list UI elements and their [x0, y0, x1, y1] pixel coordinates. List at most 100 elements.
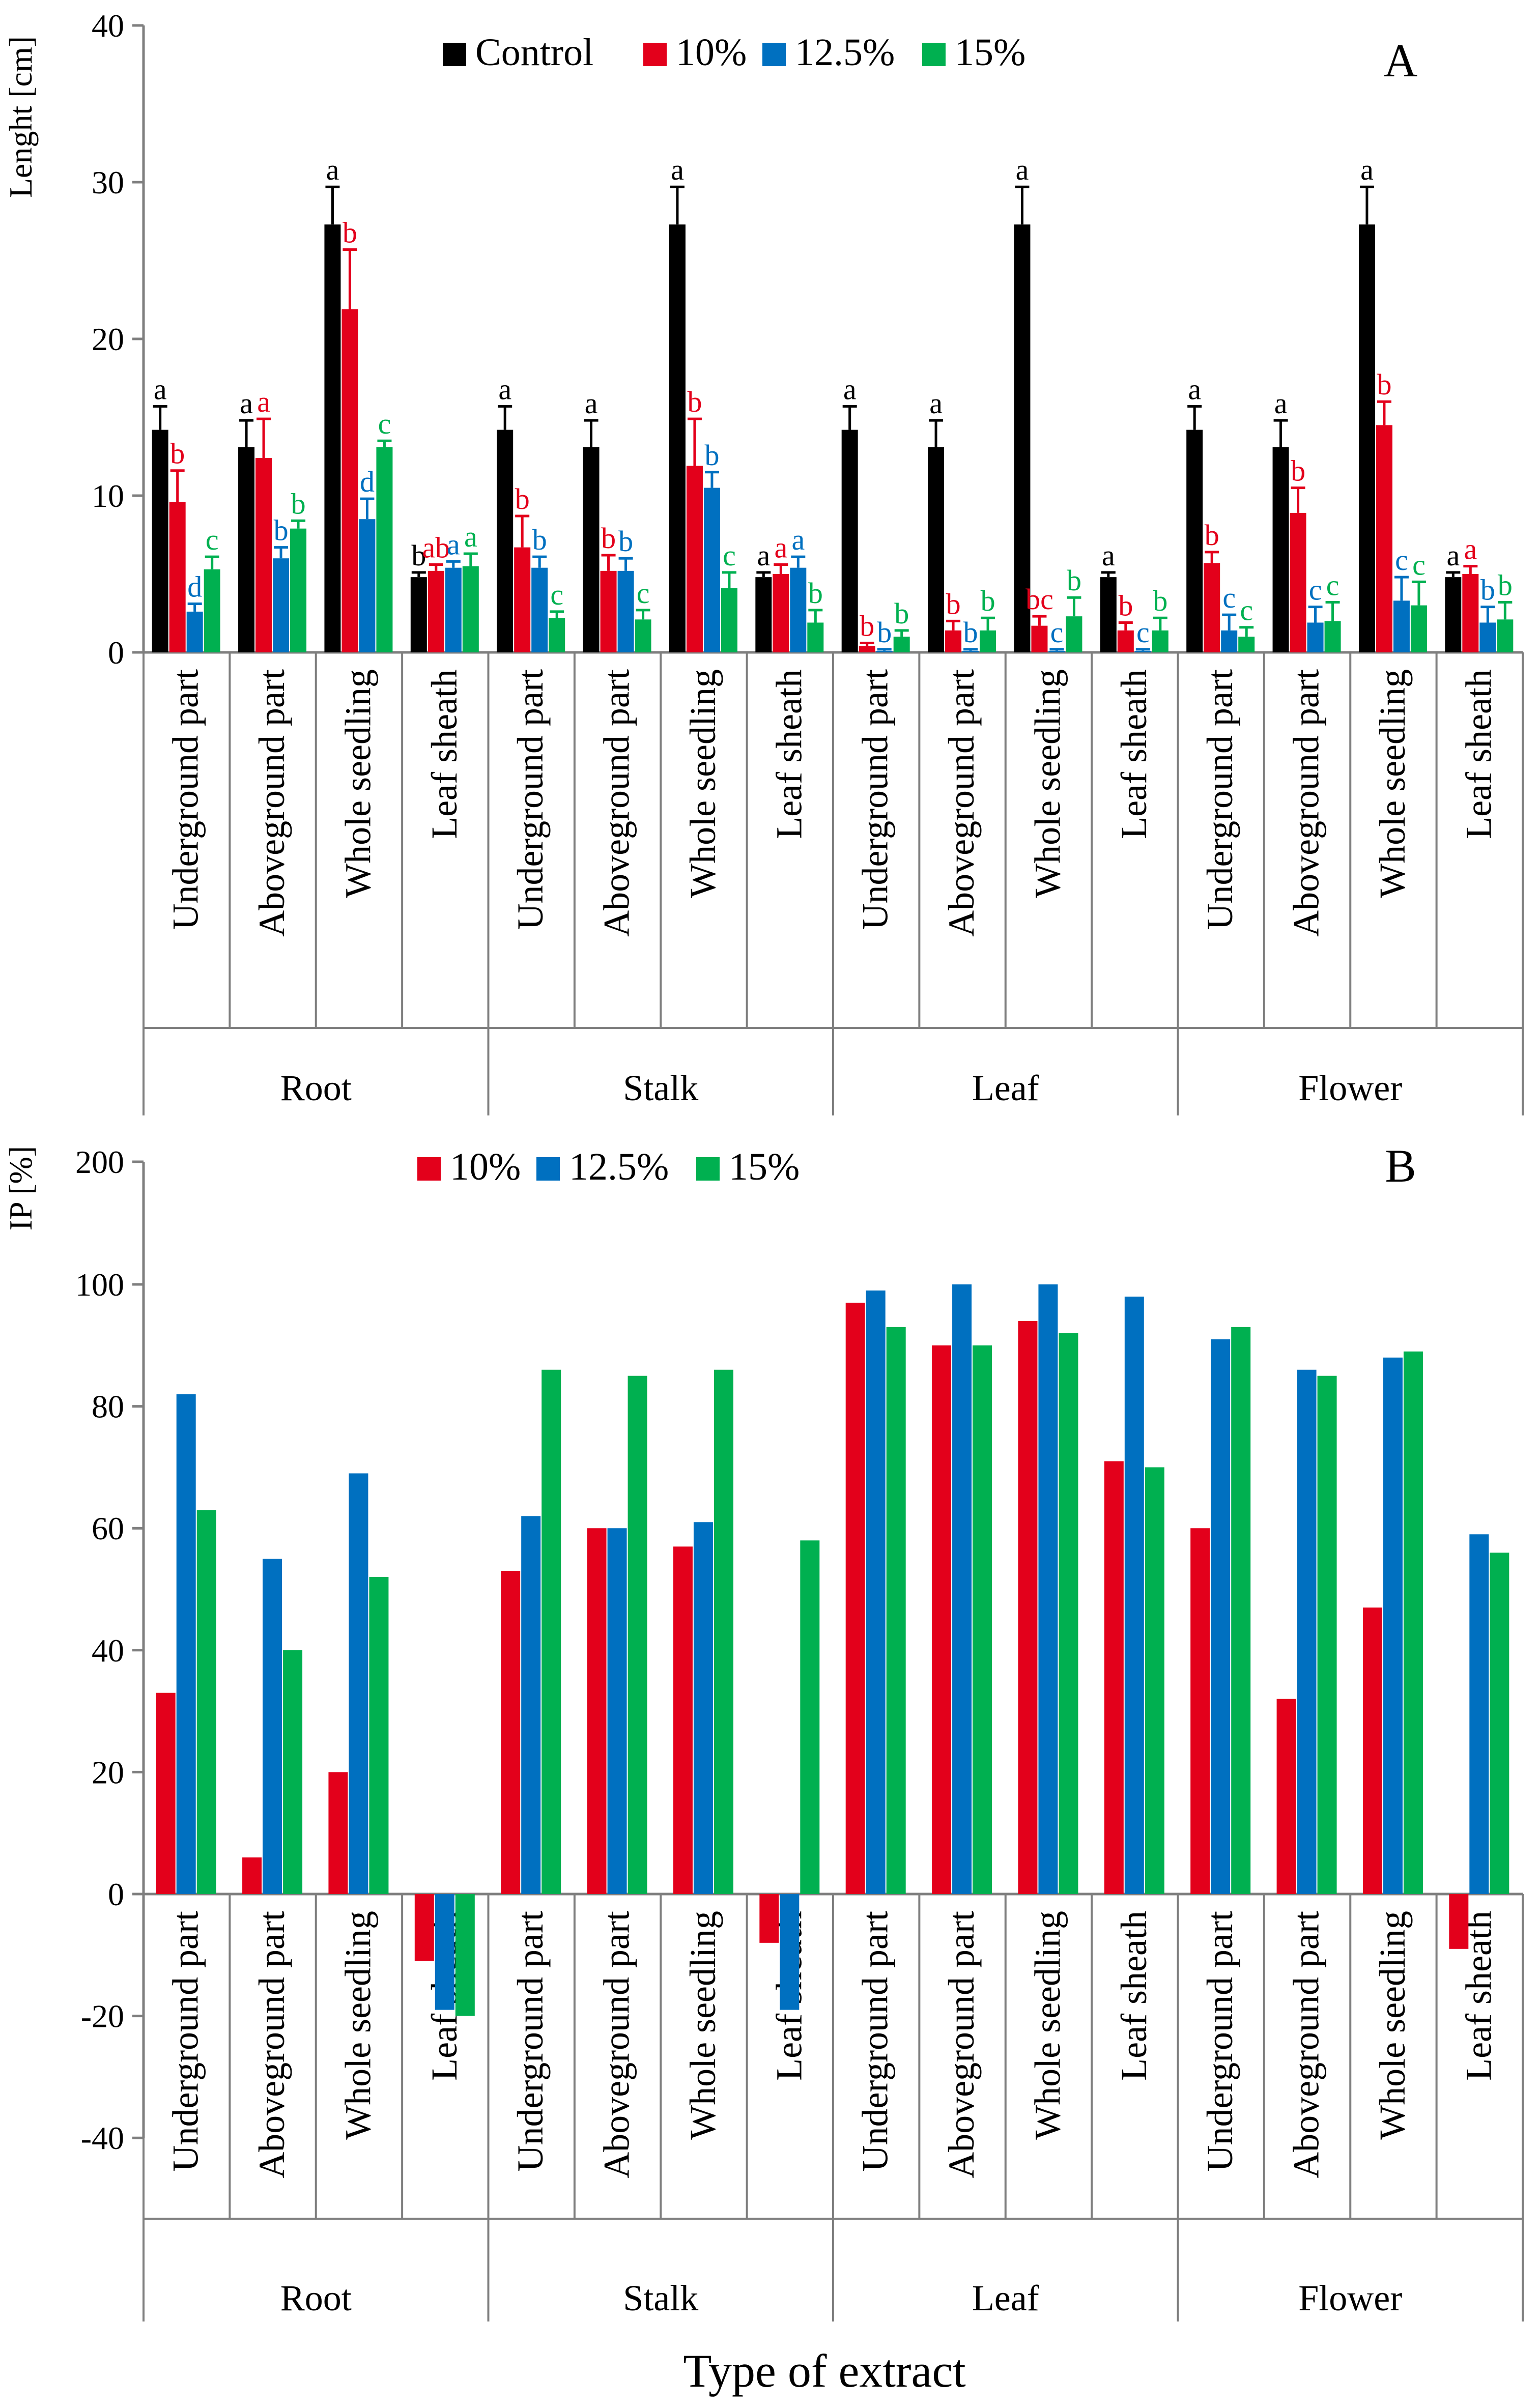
significance-letter: b	[860, 610, 874, 643]
significance-letter: c	[1240, 594, 1253, 627]
category-label-aboveground-part: Aboveground part	[251, 669, 292, 937]
legend-swatch-12-5	[536, 1157, 560, 1181]
bar-10-10	[1018, 1321, 1038, 1894]
panel-label: B	[1385, 1140, 1416, 1192]
significance-letter: a	[585, 387, 598, 420]
significance-letter: c	[550, 578, 563, 611]
bar-12-5-4	[531, 567, 548, 652]
significance-letter: a	[464, 520, 477, 553]
significance-letter: b	[1118, 589, 1133, 622]
y-tick-label: 10	[92, 478, 124, 514]
bar-10-10	[1031, 625, 1048, 652]
bar-10-15	[1462, 574, 1479, 652]
category-label-whole-seedling: Whole seedling	[682, 1911, 723, 2140]
bar-15-6	[721, 588, 737, 652]
category-label-underground-part: Underground part	[1200, 1911, 1240, 2172]
category-label-underground-part: Underground part	[855, 669, 896, 930]
bar-15-3	[462, 566, 479, 652]
bar-12-5-4	[521, 1516, 541, 1894]
bar-10-14	[1362, 1607, 1382, 1894]
bar-control-0	[152, 429, 168, 652]
bar-10-5	[600, 570, 617, 652]
significance-letter: a	[757, 539, 770, 572]
bar-15-14	[1410, 605, 1427, 652]
bar-10-12	[1204, 563, 1220, 652]
category-label-underground-part: Underground part	[510, 1911, 551, 2172]
bar-12-5-2	[359, 519, 376, 652]
significance-letter: c	[1222, 581, 1236, 614]
bar-12-5-14	[1383, 1357, 1403, 1894]
significance-letter: a	[1188, 372, 1201, 406]
bar-12-5-3	[435, 1894, 454, 2010]
significance-letter: a	[498, 372, 511, 406]
category-label-whole-seedling: Whole seedling	[1372, 669, 1413, 898]
bar-control-10	[1014, 224, 1031, 652]
y-tick-label: 30	[92, 164, 124, 200]
bar-12-5-15	[1479, 622, 1496, 652]
bar-15-2	[369, 1577, 389, 1894]
bar-15-10	[1059, 1333, 1078, 1894]
bar-10-13	[1290, 512, 1306, 652]
bar-10-9	[932, 1345, 952, 1894]
significance-letter: a	[1102, 539, 1115, 572]
y-tick-label: -20	[81, 1998, 124, 2034]
significance-letter: b	[1377, 368, 1391, 401]
significance-letter: a	[791, 523, 805, 556]
significance-letter: a	[671, 153, 684, 186]
category-label-aboveground-part: Aboveground part	[941, 669, 982, 937]
bar-control-5	[583, 447, 600, 652]
significance-letter: a	[1360, 153, 1374, 186]
bar-10-3	[428, 570, 444, 652]
bar-10-14	[1376, 425, 1392, 652]
significance-letter: c	[1309, 574, 1322, 607]
bar-control-15	[1445, 577, 1462, 652]
bar-15-7	[807, 622, 824, 652]
category-label-leaf-sheath: Leaf sheath	[1114, 669, 1154, 839]
y-axis-label: Lenght [cm]	[3, 36, 39, 198]
significance-letter: a	[1446, 539, 1460, 572]
significance-letter: b	[1498, 568, 1513, 601]
bar-10-6	[673, 1546, 693, 1894]
significance-letter: b	[1153, 584, 1167, 617]
legend-entry-12-5: 12.5%	[569, 1145, 669, 1188]
category-label-whole-seedling: Whole seedling	[1372, 1911, 1413, 2140]
group-label-root: Root	[280, 1068, 352, 1108]
bar-10-7	[759, 1894, 779, 1943]
significance-letter: a	[774, 531, 787, 564]
bar-10-1	[242, 1857, 262, 1894]
legend-entry-12-5: 12.5%	[795, 31, 895, 74]
significance-letter: b	[343, 216, 357, 249]
x-axis-label: Type of extract	[683, 2345, 966, 2397]
significance-letter: c	[1326, 568, 1340, 601]
significance-letter: c	[378, 407, 391, 440]
bar-12-5-6	[703, 488, 720, 652]
category-label-leaf-sheath: Leaf sheath	[424, 669, 465, 839]
y-tick-label: 60	[92, 1510, 124, 1546]
significance-letter: b	[981, 584, 995, 617]
significance-letter: b	[894, 597, 909, 630]
significance-letter: c	[1050, 616, 1064, 649]
bar-10-12	[1190, 1528, 1210, 1894]
bar-15-15	[1490, 1553, 1509, 1894]
bar-15-9	[980, 630, 996, 652]
bar-10-1	[255, 458, 272, 652]
bar-control-1	[238, 447, 255, 652]
category-label-whole-seedling: Whole seedling	[337, 1911, 378, 2140]
y-tick-label: 0	[108, 1876, 124, 1912]
bar-10-13	[1276, 1699, 1296, 1894]
significance-letter: a	[240, 387, 253, 420]
bar-10-3	[414, 1894, 434, 1961]
category-label-leaf-sheath: Leaf sheath	[768, 669, 809, 839]
bar-10-4	[501, 1571, 521, 1894]
legend-entry-10: 10%	[676, 31, 747, 74]
bar-10-8	[859, 646, 875, 652]
bar-15-1	[290, 528, 307, 652]
bar-15-10	[1066, 616, 1082, 652]
bar-12-5-5	[617, 570, 634, 652]
bar-15-6	[714, 1369, 733, 1894]
y-tick-label: 100	[75, 1267, 124, 1303]
significance-letter: b	[963, 616, 978, 649]
legend-entry-15: 15%	[955, 31, 1025, 74]
group-label-stalk: Stalk	[623, 2278, 698, 2318]
bar-15-2	[376, 447, 393, 652]
